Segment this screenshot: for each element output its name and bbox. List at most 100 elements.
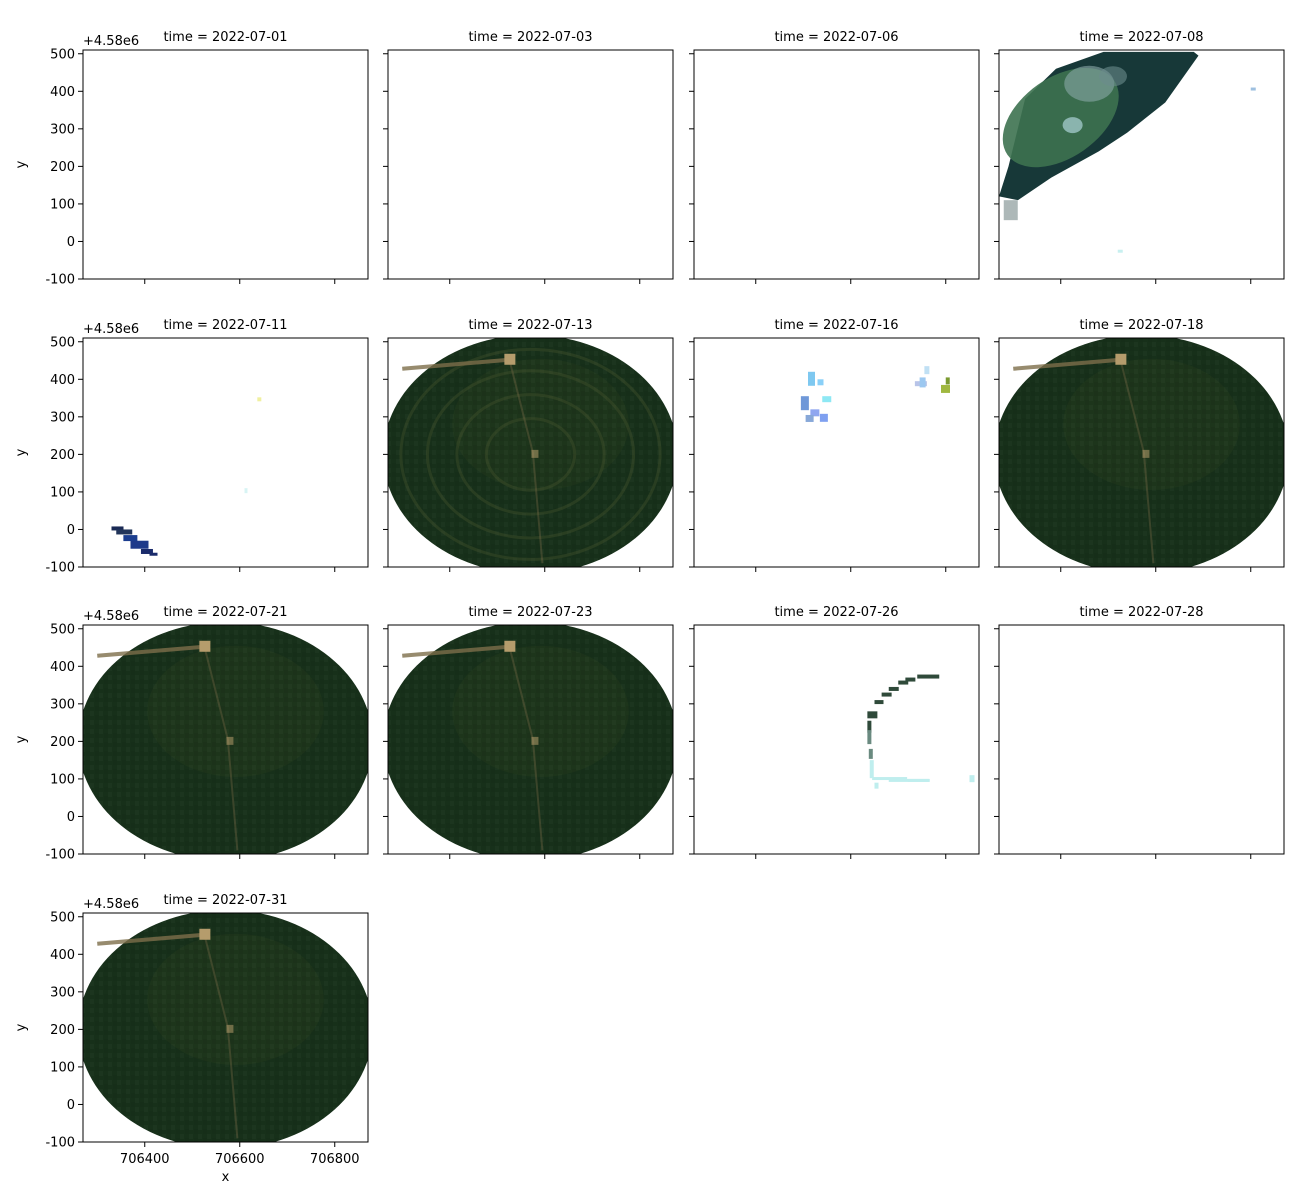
panel-title: time = 2022-07-31 <box>163 893 287 908</box>
y-axis-label: y <box>14 1023 29 1031</box>
cloud-speck <box>822 396 832 403</box>
pivot-spot <box>199 928 211 940</box>
panel: time = 2022-07-01 500 400 300 200 100 0 -100 +4.… <box>14 30 369 288</box>
panel-frame <box>82 624 369 855</box>
panel-frame <box>82 912 369 1143</box>
cloud-speck <box>817 379 824 386</box>
y-tick-label: 300 <box>50 410 75 425</box>
y-axis-label: y <box>14 160 29 168</box>
panel: time = 2022-07-03 <box>383 30 674 284</box>
y-tick-label: 300 <box>50 985 75 1000</box>
y-axis-label: y <box>14 735 29 743</box>
streak-pixel <box>123 535 138 542</box>
y-tick-label: 200 <box>50 448 75 463</box>
pivot-spot <box>199 640 211 652</box>
y-tick-label: 200 <box>50 735 75 750</box>
cloud-speck <box>919 377 926 388</box>
x-tick-label: 706600 <box>215 1152 265 1167</box>
arc-pixel <box>868 748 873 759</box>
y-tick-label: 100 <box>50 485 75 500</box>
y-tick-label: 0 <box>67 235 75 250</box>
panel-frame <box>82 337 369 568</box>
arc-pixel <box>888 686 899 691</box>
panel: time = 2022-07-28 <box>994 605 1285 859</box>
arc-pixel <box>898 680 909 685</box>
panel: time = 2022-07-06 <box>689 30 980 284</box>
panel: time = 2022-07-26 <box>689 605 980 859</box>
x-tick-label: 706400 <box>120 1152 170 1167</box>
panel-frame <box>998 624 1285 855</box>
panel-frame <box>693 49 980 280</box>
arc-pixel <box>874 782 879 789</box>
x-tick-label: 706800 <box>310 1152 360 1167</box>
streak-pixel <box>111 526 124 531</box>
panel-frame <box>998 49 1285 280</box>
panel-title: time = 2022-07-13 <box>468 318 592 333</box>
arc-pixel <box>907 778 930 782</box>
panel: time = 2022-07-18 <box>994 318 1285 572</box>
panel: time = 2022-07-13 <box>383 318 674 572</box>
panel-frame <box>387 337 674 568</box>
y-axis-label: y <box>14 448 29 456</box>
panel: time = 2022-07-21 500 400 300 200 100 0 -100 +4.… <box>14 605 369 863</box>
cloud-speck <box>810 409 820 417</box>
y-tick-label: 100 <box>50 197 75 212</box>
y-tick-label: -100 <box>45 273 75 288</box>
y-tick-label: 200 <box>50 160 75 175</box>
panel-frame <box>82 49 369 280</box>
y-offset-label: +4.58e6 <box>83 322 139 337</box>
y-tick-label: 100 <box>50 772 75 787</box>
arc-pixel <box>905 677 916 682</box>
panel-frame <box>387 49 674 280</box>
y-tick-label: 400 <box>50 660 75 675</box>
arc-pixel <box>867 711 878 719</box>
arc-pixel <box>874 700 884 705</box>
panel: time = 2022-07-31 500 400 300 200 100 0 -100 +4.… <box>14 893 369 1185</box>
y-offset-label: +4.58e6 <box>83 609 139 624</box>
y-tick-label: 500 <box>50 910 75 925</box>
panel-frame <box>387 624 674 855</box>
y-tick-label: 500 <box>50 622 75 637</box>
panel-title: time = 2022-07-06 <box>774 30 898 45</box>
y-tick-label: 400 <box>50 373 75 388</box>
y-tick-label: 300 <box>50 697 75 712</box>
panel-title: time = 2022-07-11 <box>163 318 287 333</box>
arc-pixel <box>917 674 940 679</box>
y-tick-label: 500 <box>50 335 75 350</box>
y-tick-label: 400 <box>50 948 75 963</box>
arc-pixel <box>867 720 872 733</box>
arc-pixel <box>872 777 908 781</box>
arc-pixel <box>881 692 892 697</box>
y-tick-label: 0 <box>67 1098 75 1113</box>
cloud-speck <box>941 384 950 393</box>
y-tick-label: -100 <box>45 561 75 576</box>
panel-title: time = 2022-07-23 <box>468 605 592 620</box>
panel: time = 2022-07-08 <box>994 30 1285 284</box>
panel-title: time = 2022-07-01 <box>163 30 287 45</box>
panel-title: time = 2022-07-08 <box>1079 30 1203 45</box>
y-tick-label: -100 <box>45 848 75 863</box>
panel: time = 2022-07-16 <box>689 318 980 572</box>
y-tick-label: 500 <box>50 47 75 62</box>
y-tick-label: -100 <box>45 1136 75 1151</box>
y-tick-label: 300 <box>50 122 75 137</box>
cloud-speck <box>800 396 809 411</box>
panel: time = 2022-07-23 <box>383 605 674 859</box>
cloud-speck <box>805 414 814 422</box>
pivot-spot <box>504 353 516 365</box>
y-tick-label: 100 <box>50 1060 75 1075</box>
y-offset-label: +4.58e6 <box>83 897 139 912</box>
panel-title: time = 2022-07-26 <box>774 605 898 620</box>
panel-frame <box>693 337 980 568</box>
arc-pixel <box>969 775 975 783</box>
streak-pixel <box>140 548 153 554</box>
panel-title: time = 2022-07-16 <box>774 318 898 333</box>
streak-pixel <box>130 540 149 549</box>
cloud-speck <box>808 371 815 386</box>
pivot-spot <box>1115 353 1127 365</box>
y-tick-label: 0 <box>67 810 75 825</box>
panel-title: time = 2022-07-03 <box>468 30 592 45</box>
y-tick-label: 200 <box>50 1023 75 1038</box>
streak-pixel <box>116 529 133 535</box>
